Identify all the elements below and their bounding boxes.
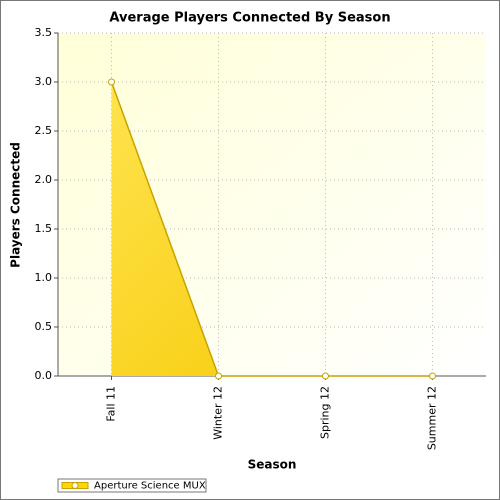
marker — [322, 372, 329, 380]
marker — [215, 372, 222, 380]
line — [110, 81, 433, 377]
y-tick-label: 1.5 — [35, 222, 53, 235]
chart-title: Average Players Connected By Season — [109, 11, 390, 26]
legend-marker — [71, 482, 79, 489]
y-tick-label: 1.0 — [35, 271, 53, 284]
x-tick-label: Summer 12 — [426, 386, 439, 450]
legend-box — [57, 478, 207, 493]
y-tick-label: 3.5 — [35, 26, 53, 39]
x-tick-label: Fall 11 — [105, 386, 118, 422]
x-tick-label: Winter 12 — [212, 386, 225, 440]
y-tick-label: 0.0 — [35, 369, 53, 382]
x-tick-label: Spring 12 — [319, 386, 332, 439]
y-tick-label: 2.5 — [35, 124, 53, 137]
y-tick-label: 3.0 — [35, 75, 53, 88]
y-tick-label: 2.0 — [35, 173, 53, 186]
y-axis-label: Players Connected — [9, 142, 23, 268]
marker — [108, 78, 115, 86]
marker — [429, 372, 436, 380]
legend-label: Aperture Science MUX — [94, 481, 206, 492]
x-axis-label: Season — [248, 458, 297, 472]
y-tick-label: 0.5 — [35, 320, 53, 333]
